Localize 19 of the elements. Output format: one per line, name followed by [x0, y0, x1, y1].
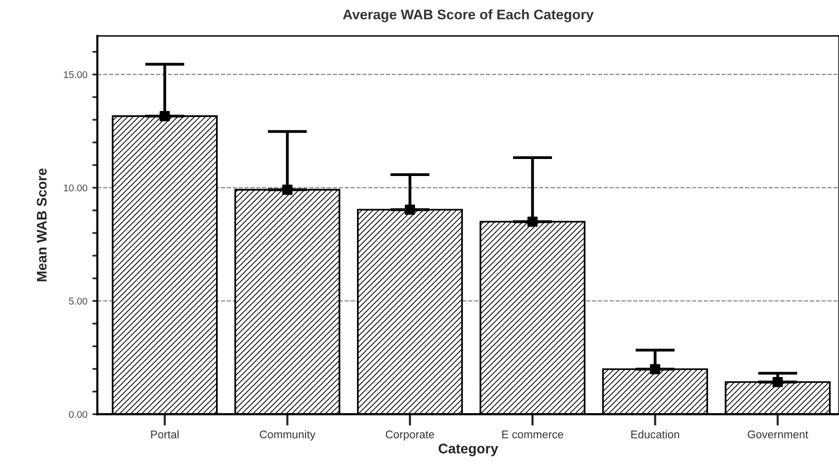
- point: [772, 376, 783, 388]
- x-tick-label: Corporate: [386, 430, 434, 441]
- x-tick-label: Government: [748, 430, 808, 438]
- point: [527, 216, 538, 227]
- point: [404, 204, 416, 215]
- x-axis-title: Category: [438, 444, 498, 456]
- point: [160, 111, 170, 122]
- chart-title: Average WAB Score of Each Category: [342, 9, 594, 22]
- x-tick-label: E commerce: [502, 430, 564, 438]
- y-tick-label: 10.00: [64, 184, 88, 192]
- x-tick-label: Community: [260, 430, 316, 441]
- x-tick-label: Education: [631, 430, 680, 438]
- point: [282, 184, 292, 195]
- x-tick-label: Portal: [151, 430, 179, 438]
- y-axis-title: Mean WAB Score: [36, 168, 47, 282]
- point: [650, 364, 660, 374]
- y-tick-label: 15.00: [64, 71, 88, 78]
- y-tick-label: 0.00: [69, 410, 88, 418]
- y-tick-label: 5.00: [69, 298, 88, 305]
